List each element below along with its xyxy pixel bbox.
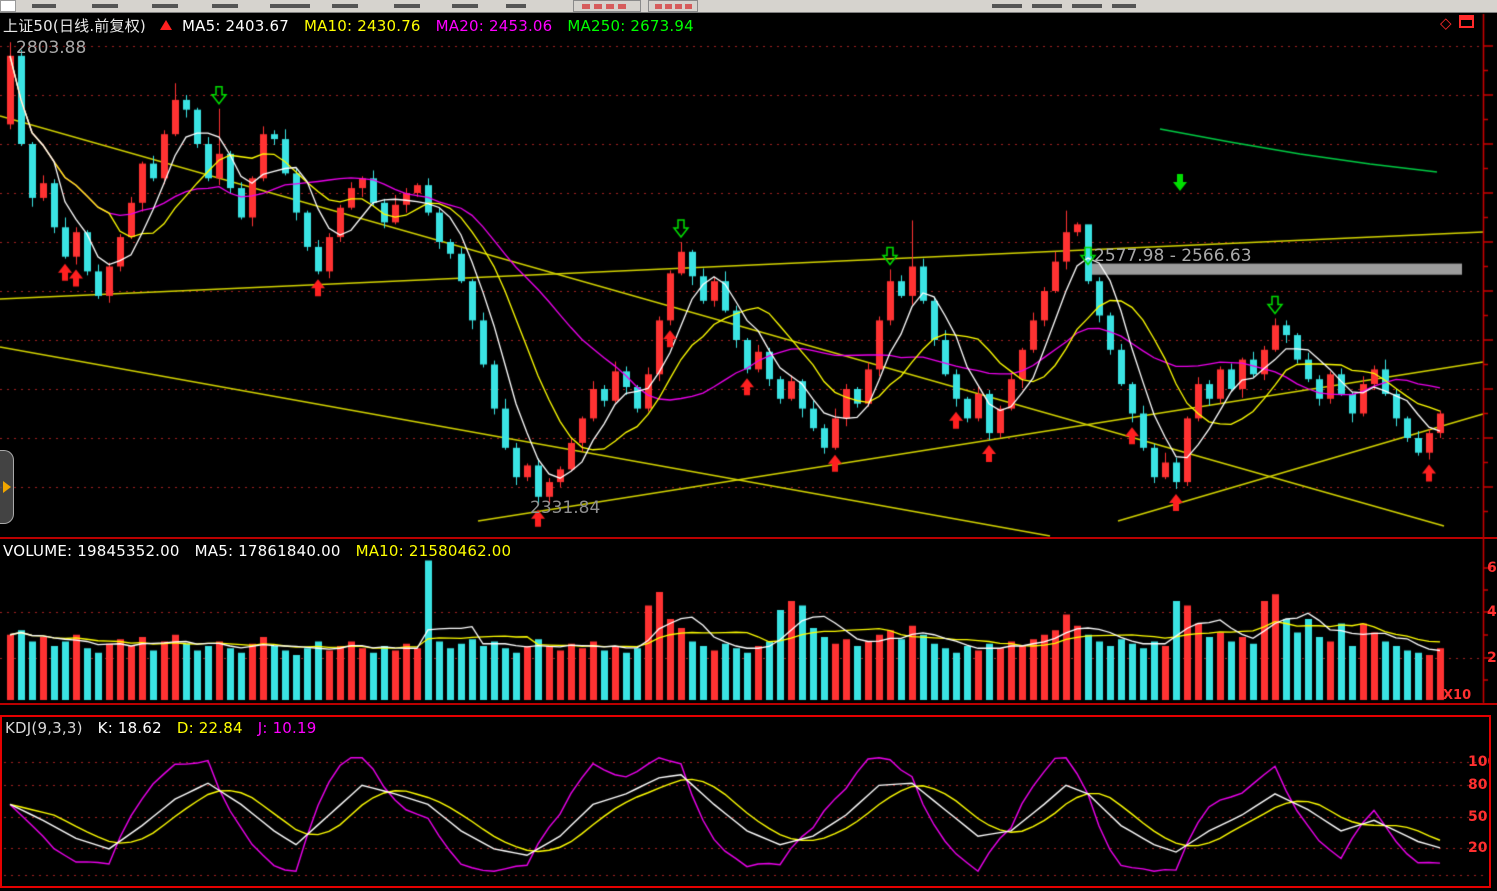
kdj-axis-labels: 100 80 50 20 [1468,715,1489,885]
kdj-k-value: K: 18.62 [97,719,162,737]
menu-item-fragment[interactable] [152,4,178,8]
volume-axis-unit: X10 [1443,688,1472,703]
expand-arrow-icon [3,481,11,493]
low-price-label: 2331.84 [530,498,601,518]
ma5-value: MA5: 2403.67 [181,17,289,35]
main-chart-header: 上证50(日线.前复权) MA5: 2403.67 MA10: 2430.76 M… [3,15,704,36]
kdj-j-value: J: 10.19 [257,719,317,737]
symbol-title: 上证50(日线.前复权) [3,17,146,35]
kdj-header: KDJ(9,3,3) K: 18.62 D: 22.84 J: 10.19 [5,719,327,737]
toolbar-button[interactable] [573,0,641,12]
pane-separator[interactable] [0,537,1497,539]
statusbar-fragment [1072,4,1102,8]
menu-item-fragment[interactable] [270,4,310,8]
statusbar-fragment [1032,4,1062,8]
volume-header: VOLUME: 19845352.00 MA5: 17861840.00 MA1… [3,542,521,560]
kdj-d-value: D: 22.84 [176,719,243,737]
menu-item-fragment[interactable] [506,4,526,8]
menu-item-fragment[interactable] [32,4,56,8]
volume-axis-label: 2 [1487,650,1497,666]
kdj-axis-label: 80 [1468,777,1488,793]
menu-item-fragment[interactable] [394,4,420,8]
volume-axis-label: 4 [1487,604,1497,620]
toolbar-button[interactable] [648,0,698,12]
gap-range-label: 2577.98 - 2566.63 [1094,246,1252,266]
menu-item-fragment[interactable] [452,4,478,8]
pane-separator[interactable] [0,703,1497,705]
volume-ma5-value: MA5: 17861840.00 [194,542,341,560]
high-price-label: 2803.88 [16,38,87,58]
ma250-value: MA250: 2673.94 [567,17,694,35]
restore-window-icon[interactable] [1459,15,1474,28]
kdj-axis-label: 100 [1468,754,1489,770]
volume-ma10-value: MA10: 21580462.00 [355,542,512,560]
kdj-axis-label: 50 [1468,809,1488,825]
menu-item-fragment[interactable] [332,4,358,8]
kdj-axis-label: 20 [1468,840,1488,856]
volume-axis-label: 6 [1487,560,1497,576]
menu-item-fragment[interactable] [212,4,238,8]
sidebar-expand-handle[interactable] [0,450,14,524]
ma10-value: MA10: 2430.76 [303,17,421,35]
window-control-icon[interactable] [0,0,16,12]
active-pane-border [0,715,1491,888]
statusbar-fragment [1112,4,1136,8]
menu-item-fragment[interactable] [92,4,118,8]
statusbar-fragment [992,4,1022,8]
top-toolbar [0,0,1497,13]
kdj-title: KDJ(9,3,3) [5,719,83,737]
ma20-value: MA20: 2453.06 [435,17,553,35]
volume-value: VOLUME: 19845352.00 [3,542,180,560]
diamond-icon[interactable]: ◇ [1440,14,1452,32]
up-arrow-icon [159,20,172,30]
